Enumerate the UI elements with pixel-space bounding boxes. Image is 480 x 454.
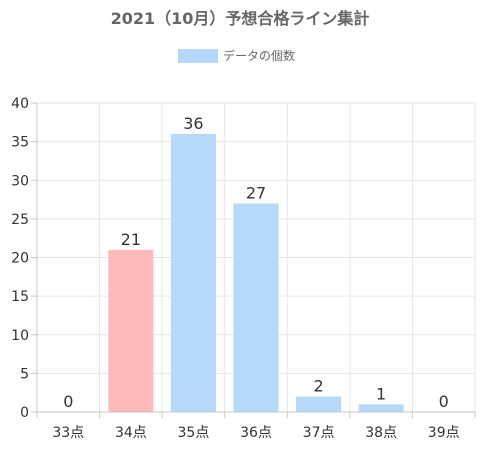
legend-swatch (178, 49, 218, 63)
bar-value-label: 2 (313, 377, 323, 396)
y-tick-label: 30 (11, 173, 29, 189)
chart-title: 2021（10月）予想合格ライン集計 (111, 9, 370, 28)
legend-label: データの個数 (223, 48, 295, 63)
bar-value-label: 21 (121, 230, 141, 249)
bar (296, 396, 342, 412)
bars (108, 133, 404, 412)
y-tick-label: 5 (20, 366, 29, 382)
x-tick-label: 36点 (240, 425, 272, 441)
y-tick-label: 40 (11, 96, 29, 112)
y-tick-label: 0 (20, 405, 29, 421)
bar (108, 249, 154, 412)
bar (170, 133, 216, 412)
bar (233, 203, 279, 412)
x-tick-label: 39点 (428, 425, 460, 441)
bar-value-label: 0 (439, 392, 449, 411)
x-tick-label: 37点 (303, 425, 335, 441)
bar-value-label: 1 (376, 384, 386, 403)
y-tick-label: 10 (11, 328, 29, 344)
bar (358, 404, 404, 412)
bar-value-label: 0 (63, 392, 73, 411)
x-tick-label: 38点 (365, 425, 397, 441)
y-tick-label: 15 (11, 289, 29, 305)
x-tick-label: 35点 (178, 425, 210, 441)
bar-value-label: 27 (246, 183, 266, 202)
y-tick-label: 25 (11, 212, 29, 228)
bar-value-label: 36 (183, 114, 203, 133)
x-tick-label: 33点 (52, 425, 84, 441)
y-tick-label: 35 (11, 135, 29, 151)
y-tick-label: 20 (11, 251, 29, 267)
x-tick-label: 34点 (115, 425, 147, 441)
legend[interactable]: データの個数 (178, 48, 295, 63)
